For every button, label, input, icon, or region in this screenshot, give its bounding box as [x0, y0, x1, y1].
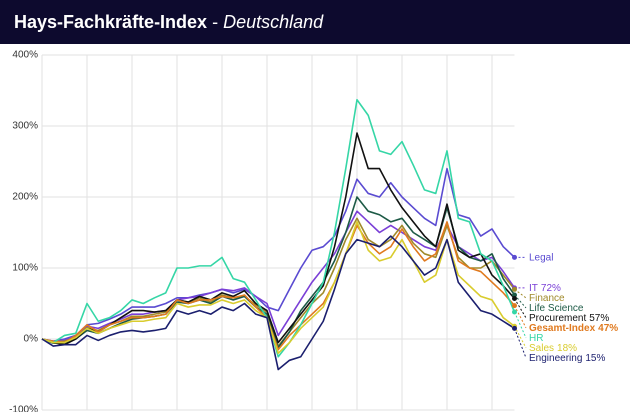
y-tick-label: 0%	[24, 334, 39, 345]
series-end-value: 72%	[541, 283, 561, 294]
series-line	[41, 221, 516, 351]
end-point	[512, 286, 517, 292]
y-tick-label: 400%	[12, 50, 38, 61]
header-bar	[0, 0, 630, 44]
series-line	[41, 132, 516, 346]
label-connector	[514, 328, 527, 359]
series-end-value: 18%	[557, 343, 577, 354]
series-name: Sales	[529, 343, 554, 354]
series-label: Sales 18%	[529, 343, 577, 354]
series-line	[41, 167, 516, 342]
series-name: Gesamt-Index	[529, 323, 596, 334]
title: Hays-Fachkräfte-Index	[14, 12, 207, 32]
end-point	[512, 254, 517, 260]
series-label: Gesamt-Index 47%	[529, 323, 618, 334]
y-tick-label: 100%	[12, 263, 38, 274]
end-point	[512, 309, 517, 315]
series-end-value: 47%	[598, 323, 618, 334]
series-line	[41, 221, 515, 354]
chart-title: Hays-Fachkräfte-Index - Deutschland	[14, 12, 324, 32]
label-connector	[514, 294, 527, 309]
series-name: IT	[529, 283, 538, 294]
subtitle: Deutschland	[223, 12, 324, 32]
series-label: Life Science	[529, 303, 584, 314]
series-label: Procurement 57%	[529, 313, 609, 324]
series-name: Legal	[529, 252, 553, 263]
label-connector	[514, 311, 527, 339]
series-end-value: 15%	[585, 353, 605, 364]
label-connector	[514, 305, 527, 329]
series-end-value: 57%	[589, 313, 609, 324]
series-name: Life Science	[529, 303, 584, 314]
series-name: Procurement	[529, 313, 586, 324]
series-name: Finance	[529, 293, 565, 304]
series-label: Legal	[529, 252, 553, 263]
end-point	[512, 296, 517, 302]
end-point	[512, 292, 517, 298]
y-tick-label: 200%	[12, 192, 38, 203]
title-separator: -	[212, 12, 218, 32]
end-point	[512, 325, 517, 331]
series-label: IT 72%	[529, 283, 561, 294]
series-name: HR	[529, 333, 543, 344]
series-line	[41, 98, 516, 358]
y-tick-label: -100%	[9, 405, 38, 412]
series-line	[41, 235, 515, 371]
series-label: Finance	[529, 293, 565, 304]
series-label: Engineering 15%	[529, 353, 605, 364]
series-name: Engineering	[529, 353, 582, 364]
series-line	[41, 210, 516, 342]
end-point	[512, 303, 517, 309]
series-label: HR	[529, 333, 543, 344]
y-tick-label: 300%	[12, 121, 38, 132]
